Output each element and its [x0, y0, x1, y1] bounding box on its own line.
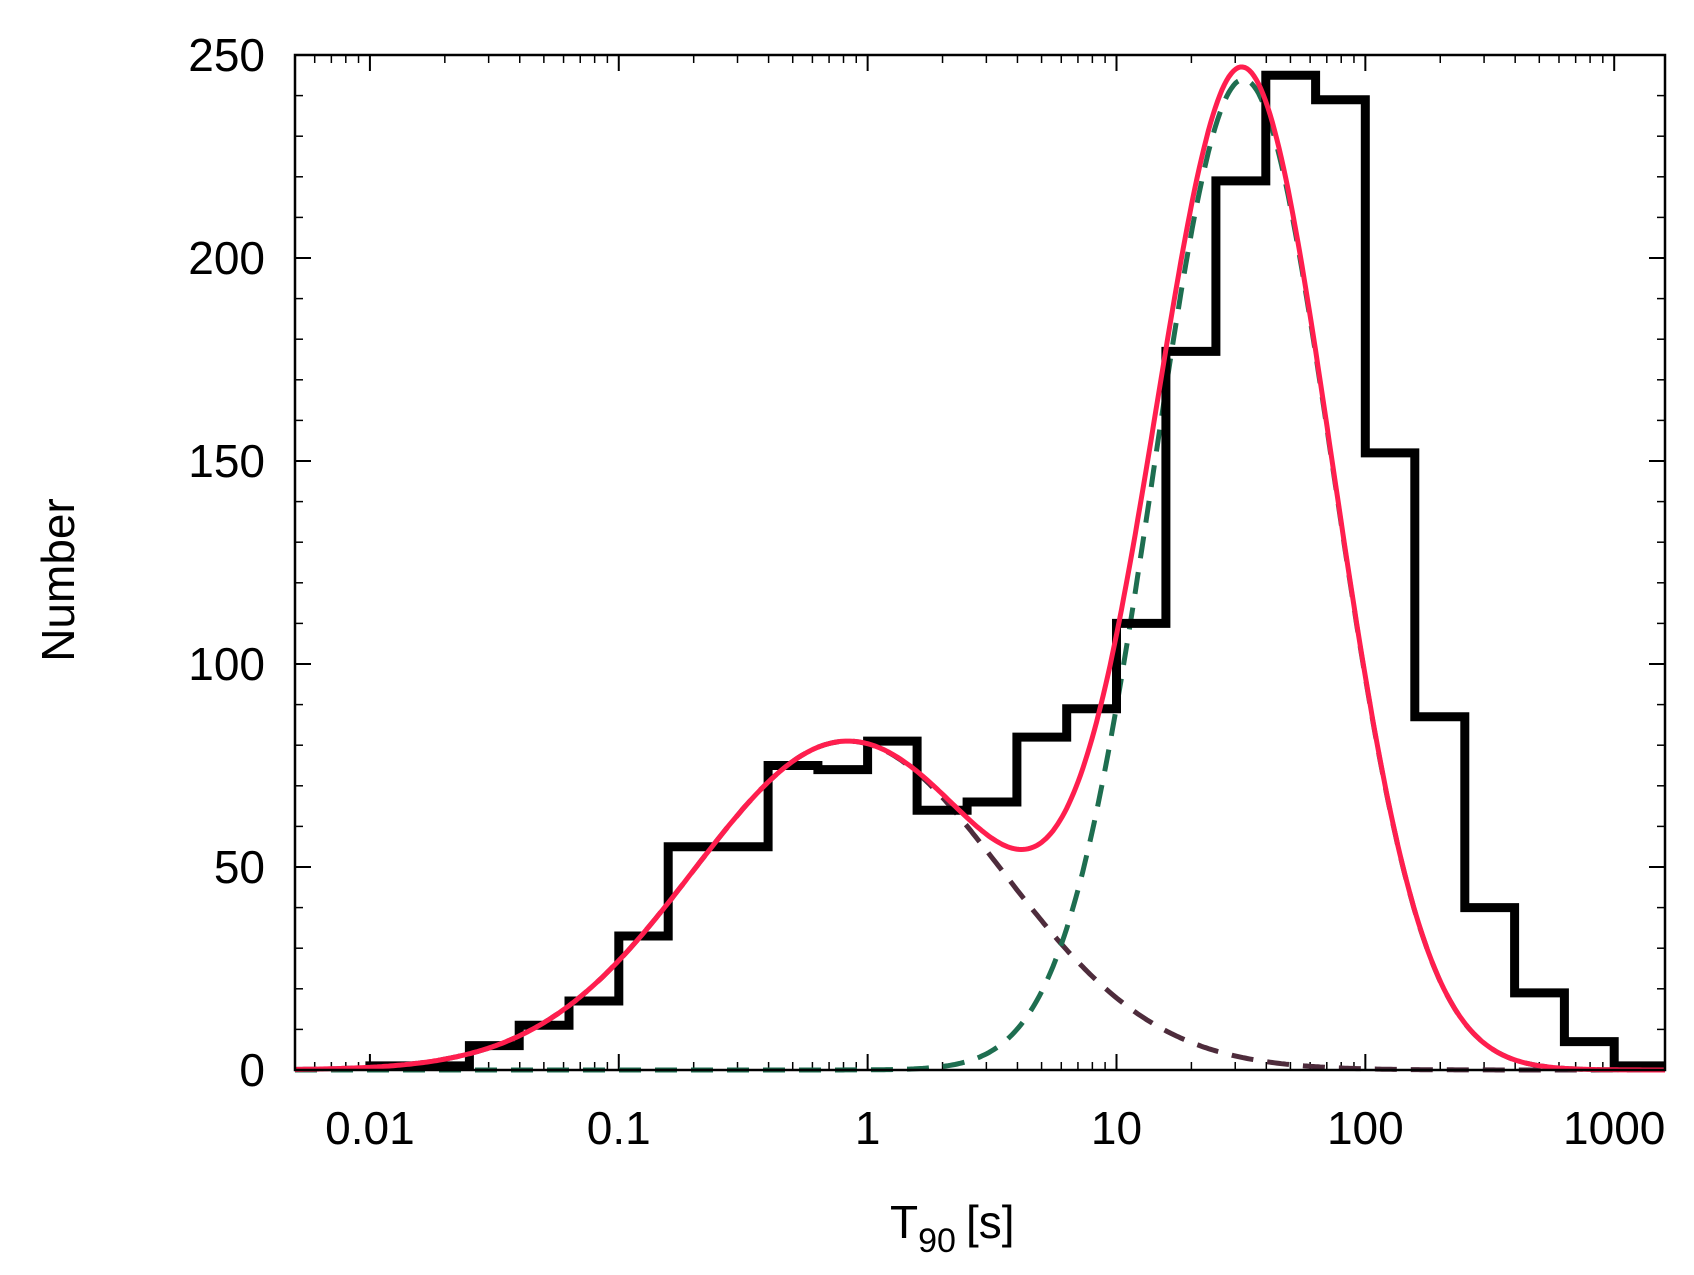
- plot-frame: [293, 53, 1667, 1072]
- y-tick-label: 250: [188, 29, 265, 81]
- fit-curve: [294, 64, 1665, 1073]
- x-axis-label-subscript: 90: [918, 1222, 956, 1260]
- histogram-steps: [365, 70, 1664, 1071]
- x-tick-label: 1: [855, 1102, 881, 1154]
- x-axis-label-unit: [s]: [966, 1196, 1015, 1248]
- x-tick-label: 0.1: [587, 1102, 651, 1154]
- y-tick-label: 200: [188, 232, 265, 284]
- histogram: [365, 70, 1664, 1071]
- x-axis-label-symbol: T: [890, 1196, 918, 1248]
- y-tick-label: 150: [188, 435, 265, 487]
- x-tick-label: 100: [1327, 1102, 1404, 1154]
- y-tick-label: 50: [214, 841, 265, 893]
- x-tick-label: 1000: [1563, 1102, 1665, 1154]
- y-tick-label: 0: [239, 1044, 265, 1096]
- y-tick-labels: 0 50 100 150 200 250: [188, 29, 265, 1096]
- y-tick-label: 100: [188, 638, 265, 690]
- x-tick-labels: 0.01 0.1 1 10 100 1000: [325, 1102, 1665, 1154]
- x-axis-label: T90 [s]: [890, 1196, 1015, 1260]
- fit-total-line: [294, 64, 1665, 1073]
- x-tick-label: 10: [1091, 1102, 1142, 1154]
- x-tick-label: 0.01: [325, 1102, 415, 1154]
- y-axis-label: Number: [32, 498, 84, 662]
